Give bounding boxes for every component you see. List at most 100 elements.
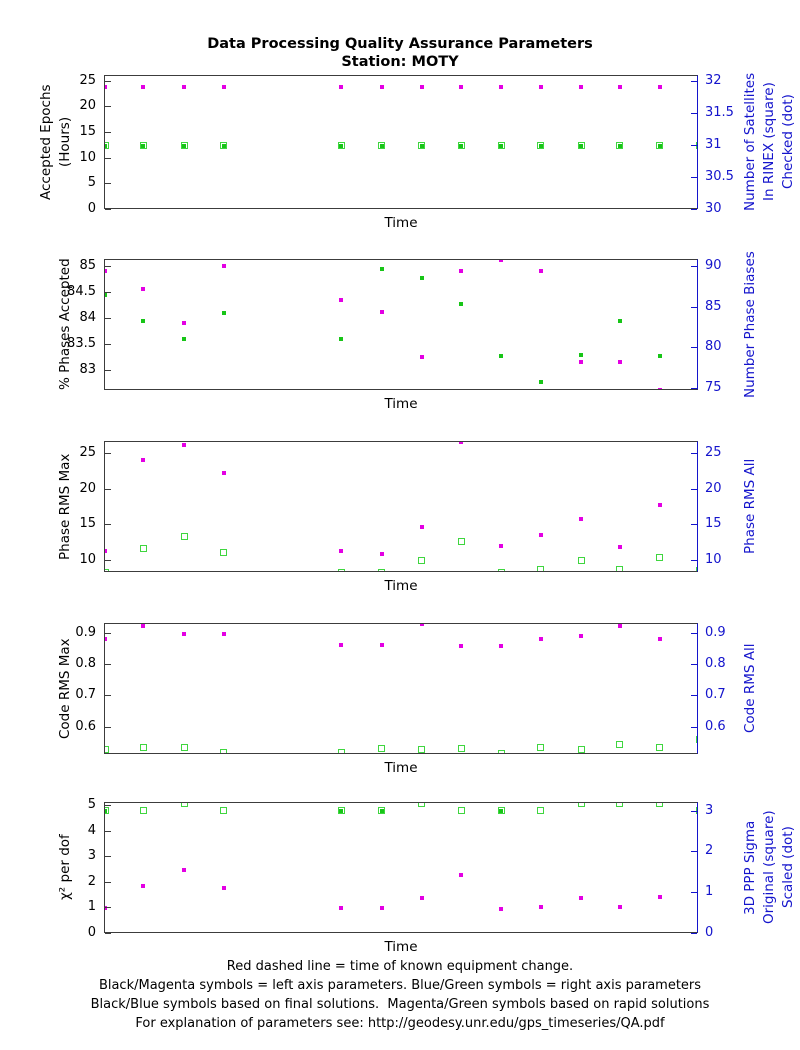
plot-area [105, 624, 697, 753]
right-tick [691, 80, 697, 82]
data-point-phase-rms-all-rapid [337, 568, 345, 571]
data-point-number-phase-biases-rapid [499, 353, 504, 358]
left-tick [105, 856, 111, 858]
data-point-ppp-sigma-scaled-rapid [105, 808, 107, 813]
data-point-pct-phases-accepted-rapid [221, 263, 226, 268]
data-point-accepted-epochs-rapid [182, 84, 186, 89]
data-point-phase-rms-max-rapid [459, 442, 464, 445]
data-point-satellites-in-rinex-rapid [418, 142, 426, 150]
right-tick-label: 15 [705, 516, 722, 532]
data-point-satellites-checked-rapid [617, 143, 622, 148]
data-point-pct-phases-accepted-rapid [141, 287, 146, 292]
plot-box [104, 259, 698, 390]
left-tick-label: 25 [79, 72, 96, 88]
data-point-accepted-epochs-rapid [141, 84, 146, 89]
data-point-satellites-checked-rapid [141, 143, 146, 148]
data-point-pct-phases-accepted-rapid [499, 260, 504, 262]
data-point-phase-rms-all-rapid [537, 565, 545, 571]
data-point-chi2-per-dof-rapid [182, 868, 186, 873]
data-point-phase-rms-max-rapid [182, 443, 186, 448]
data-point-satellites-checked-rapid [105, 143, 107, 148]
right-tick [691, 933, 697, 934]
data-point-code-rms-all-rapid [616, 740, 624, 748]
data-point-phase-rms-max-rapid [499, 543, 504, 548]
left-tick [105, 344, 111, 346]
data-point-code-rms-max-rapid [105, 637, 107, 642]
left-tick [105, 209, 111, 210]
left-tick-label: 83 [79, 362, 96, 378]
data-point-ppp-sigma-scaled-rapid [379, 808, 384, 813]
data-point-code-rms-max-rapid [182, 631, 186, 636]
data-point-accepted-epochs-rapid [579, 84, 584, 89]
left-tick-label: 20 [79, 98, 96, 114]
data-point-satellites-in-rinex-rapid [577, 142, 585, 150]
data-point-ppp-sigma-original-rapid [337, 807, 345, 815]
right-tick-label: 0.6 [705, 718, 726, 734]
right-tick [691, 176, 697, 178]
data-point-phase-rms-max-rapid [419, 525, 424, 530]
left-tick-label: 85 [79, 257, 96, 273]
left-axis-label: Accepted Epochs [38, 84, 54, 200]
data-point-pct-phases-accepted-rapid [105, 269, 107, 274]
data-point-phase-rms-all-rapid [105, 568, 109, 571]
data-point-chi2-per-dof-rapid [379, 906, 384, 911]
right-axis-label: Checked (dot) [780, 94, 796, 190]
data-point-number-phase-biases-rapid [105, 292, 107, 297]
data-point-code-rms-all-rapid [378, 744, 386, 752]
right-tick-label: 0.9 [705, 624, 726, 640]
data-point-phase-rms-all-rapid [457, 537, 465, 545]
right-tick [691, 726, 697, 728]
data-point-phase-rms-max-rapid [538, 533, 543, 538]
data-point-code-rms-all-rapid [337, 749, 345, 753]
data-point-ppp-sigma-scaled-rapid [499, 808, 504, 813]
right-tick-label: 80 [705, 339, 722, 355]
right-tick [691, 265, 697, 267]
left-tick [105, 183, 111, 185]
left-tick [105, 695, 111, 697]
data-point-pct-phases-accepted-rapid [538, 269, 543, 274]
data-point-chi2-per-dof-rapid [141, 883, 146, 888]
left-tick-label: 0.6 [75, 718, 96, 734]
data-point-pct-phases-accepted-rapid [657, 388, 662, 389]
data-point-satellites-checked-rapid [379, 143, 384, 148]
footer-note-axis-colors: Black/Magenta symbols = left axis parame… [98, 978, 702, 993]
x-axis-label: Time [384, 578, 418, 594]
left-tick [105, 805, 111, 807]
data-point-accepted-epochs-rapid [221, 84, 226, 89]
data-point-code-rms-all-rapid [180, 743, 188, 751]
plot-box [104, 802, 698, 933]
data-point-chi2-per-dof-rapid [579, 896, 584, 901]
left-tick-label: 5 [87, 175, 96, 191]
right-tick-label: 90 [705, 257, 722, 273]
left-tick-label: 0 [87, 201, 96, 216]
data-point-accepted-epochs-rapid [105, 84, 107, 89]
data-point-number-phase-biases-rapid [419, 275, 424, 280]
data-point-satellites-in-rinex-rapid [378, 142, 386, 150]
right-tick [691, 524, 697, 526]
left-tick [105, 157, 111, 159]
data-point-satellites-in-rinex-rapid [105, 142, 109, 150]
data-point-phase-rms-max-rapid [379, 552, 384, 557]
data-point-pct-phases-accepted-rapid [579, 360, 584, 365]
data-point-satellites-checked-rapid [182, 143, 186, 148]
data-point-satellites-checked-rapid [459, 143, 464, 148]
data-point-code-rms-all-rapid [139, 743, 147, 751]
data-point-pct-phases-accepted-rapid [617, 360, 622, 365]
data-point-phase-rms-max-rapid [221, 470, 226, 475]
data-point-chi2-per-dof-rapid [339, 906, 344, 911]
data-point-ppp-sigma-original-rapid [139, 807, 147, 815]
data-point-code-rms-max-rapid [221, 631, 226, 636]
right-tick-label: 2 [705, 843, 714, 859]
left-tick [105, 726, 111, 728]
data-point-phase-rms-max-rapid [141, 457, 146, 462]
right-tick-label: 25 [705, 445, 722, 461]
left-axis-label: % Phases Accepted [57, 258, 73, 391]
x-axis-label: Time [384, 215, 418, 231]
data-point-ppp-sigma-original-rapid [418, 803, 426, 807]
data-point-number-phase-biases-rapid [579, 352, 584, 357]
left-tick [105, 933, 111, 934]
data-point-code-rms-all-rapid [418, 745, 426, 753]
data-point-code-rms-max-rapid [379, 643, 384, 648]
data-point-satellites-in-rinex-rapid [220, 142, 228, 150]
